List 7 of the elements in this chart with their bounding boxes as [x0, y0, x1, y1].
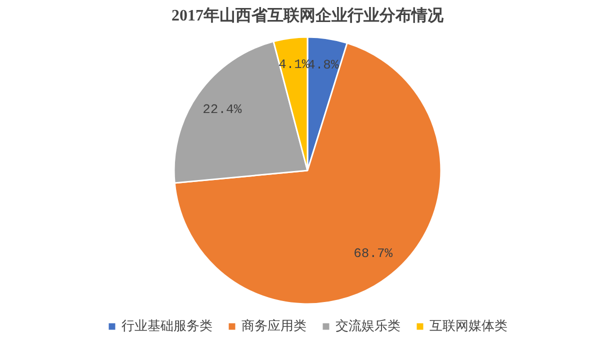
chart-title: 2017年山西省互联网企业行业分布情况	[172, 6, 444, 24]
legend-label: 行业基础服务类	[122, 317, 212, 335]
data-label: 22.4%	[202, 102, 242, 117]
data-label: 68.7%	[354, 246, 393, 261]
legend-label: 交流娱乐类	[336, 317, 400, 335]
legend-label: 互联网媒体类	[430, 317, 508, 335]
legend-label: 商务应用类	[242, 317, 306, 335]
